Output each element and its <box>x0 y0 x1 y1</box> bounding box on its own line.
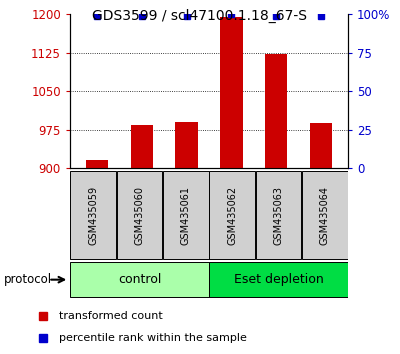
Bar <box>117 171 162 259</box>
Bar <box>256 171 301 259</box>
Bar <box>310 123 332 168</box>
Text: transformed count: transformed count <box>59 311 163 321</box>
Bar <box>175 122 198 168</box>
Text: GSM435063: GSM435063 <box>274 185 284 245</box>
Text: GSM435061: GSM435061 <box>181 185 191 245</box>
Text: GSM435060: GSM435060 <box>134 185 144 245</box>
Bar <box>220 17 243 168</box>
Bar <box>130 125 153 168</box>
Text: GSM435064: GSM435064 <box>320 185 330 245</box>
Bar <box>86 160 108 168</box>
Bar <box>70 171 116 259</box>
Text: GDS3599 / scl47100.1.18_67-S: GDS3599 / scl47100.1.18_67-S <box>92 9 308 23</box>
Bar <box>163 171 208 259</box>
Text: GSM435059: GSM435059 <box>88 185 98 245</box>
Text: percentile rank within the sample: percentile rank within the sample <box>59 332 247 343</box>
Bar <box>70 262 208 297</box>
Bar <box>265 54 288 168</box>
Bar <box>210 262 348 297</box>
Bar <box>210 171 255 259</box>
Text: GSM435062: GSM435062 <box>227 185 237 245</box>
Text: control: control <box>118 273 161 286</box>
Text: protocol: protocol <box>4 273 52 286</box>
Text: Eset depletion: Eset depletion <box>234 273 323 286</box>
Bar <box>302 171 348 259</box>
